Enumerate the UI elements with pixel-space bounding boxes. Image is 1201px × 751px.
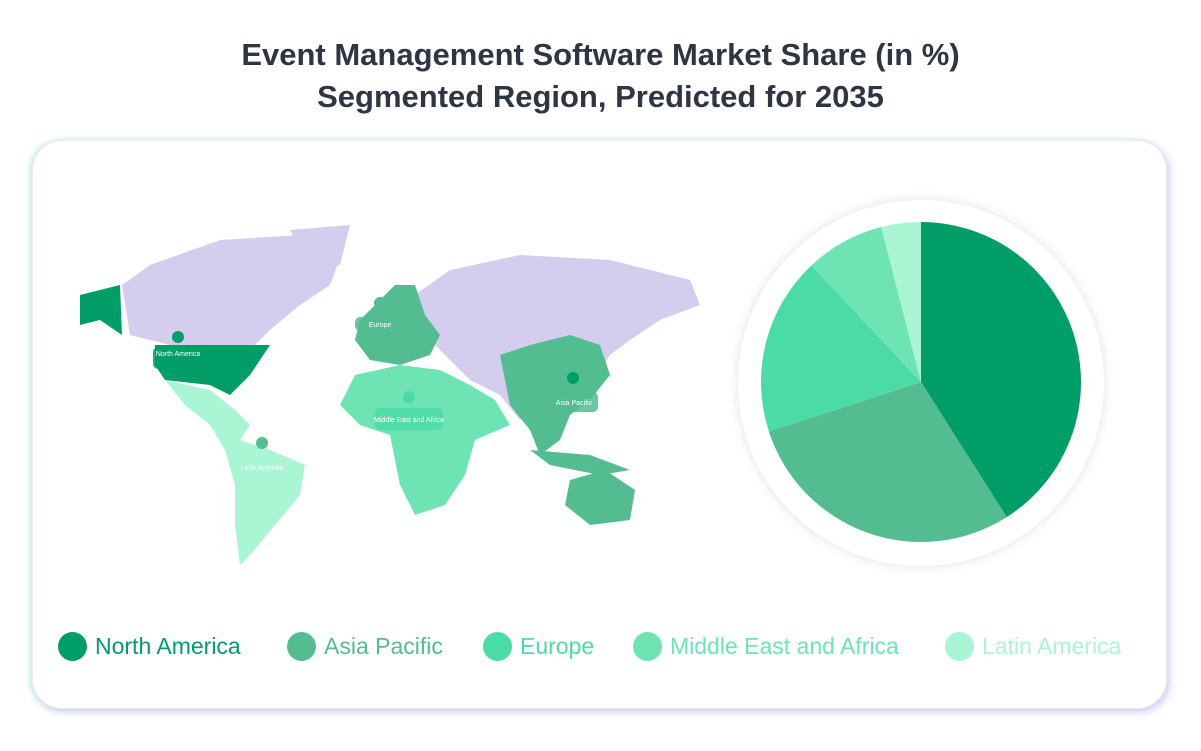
pie-slice-asia-pacific[interactable] xyxy=(768,382,1007,542)
svg-text:North America: North America xyxy=(156,351,200,358)
legend-swatch xyxy=(633,632,662,661)
world-map: North America Europe Middle East and Afr… xyxy=(80,225,700,565)
legend-swatch xyxy=(287,632,316,661)
map-base-land xyxy=(122,225,700,420)
pie-slice-europe[interactable] xyxy=(761,265,921,432)
chart-title: Event Management Software Market Share (… xyxy=(0,34,1201,118)
legend-swatch xyxy=(945,632,974,661)
pie-slice-middle-east-and-africa[interactable] xyxy=(811,227,921,382)
svg-text:Europe: Europe xyxy=(369,322,392,329)
pie-chart xyxy=(761,222,1081,542)
pin-latin-america: Latin America xyxy=(238,437,286,477)
legend: North America Asia Pacific Europe Middle… xyxy=(58,632,1148,668)
pin-north-america: North America xyxy=(153,331,203,369)
legend-label: Asia Pacific xyxy=(324,633,443,659)
pin-mea: Middle East and Africa xyxy=(374,391,444,430)
pie-slice-latin-america[interactable] xyxy=(881,222,921,382)
legend-swatch xyxy=(483,632,512,661)
pin-asia-pacific: Asia Pacific xyxy=(550,372,598,412)
legend-label: Latin America xyxy=(982,633,1122,659)
legend-label: Europe xyxy=(520,633,595,659)
title-line-2: Segmented Region, Predicted for 2035 xyxy=(317,79,884,114)
legend-item-mea[interactable]: Middle East and Africa xyxy=(633,632,899,661)
svg-text:Middle East and Africa: Middle East and Africa xyxy=(374,417,444,424)
legend-swatch xyxy=(58,632,87,661)
title-line-1: Event Management Software Market Share (… xyxy=(241,37,960,72)
svg-text:Latin America: Latin America xyxy=(241,465,284,472)
legend-label: Middle East and Africa xyxy=(670,633,899,659)
map-asia-pacific xyxy=(500,335,635,525)
legend-item-europe[interactable]: Europe xyxy=(483,632,594,661)
pie-slice-north-america[interactable] xyxy=(921,222,1081,518)
map-mea xyxy=(340,365,510,515)
map-north-america xyxy=(80,285,270,395)
svg-text:Asia Pacific: Asia Pacific xyxy=(556,400,593,407)
legend-item-latin-america[interactable]: Latin America xyxy=(945,632,1121,661)
legend-item-north-america[interactable]: North America xyxy=(58,632,241,661)
legend-item-asia-pacific[interactable]: Asia Pacific xyxy=(287,632,443,661)
map-latin-america xyxy=(165,380,305,565)
pin-europe: Europe xyxy=(355,297,405,331)
legend-label: North America xyxy=(95,633,241,659)
